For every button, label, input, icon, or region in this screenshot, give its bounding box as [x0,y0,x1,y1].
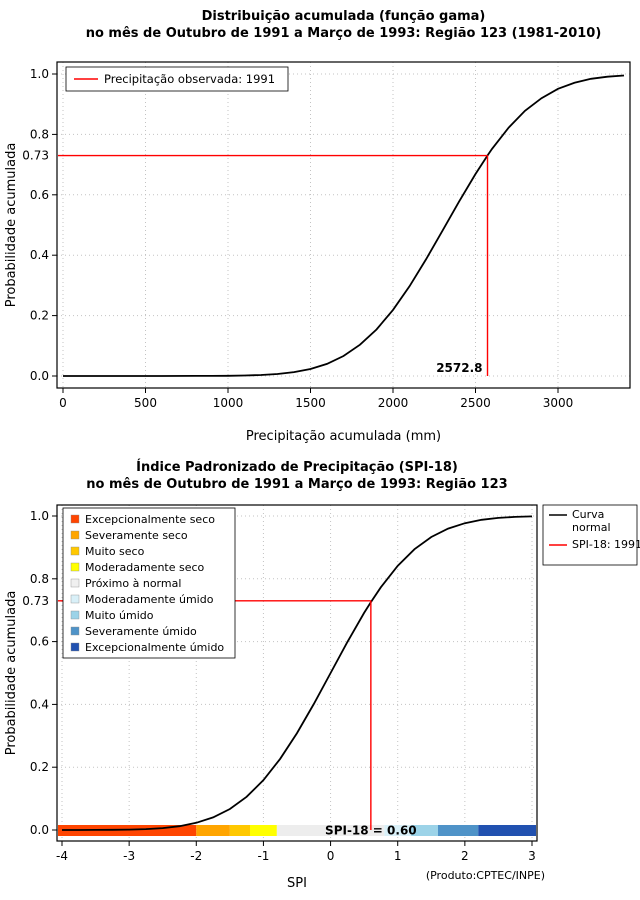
series-legend-label: SPI-18: 1991 [572,538,640,551]
x-tick-label: 2500 [460,396,491,410]
y-axis-label: Probabilidade acumulada [4,143,19,308]
marker-probability-label: 0.73 [22,149,49,163]
category-swatch [70,546,80,556]
category-label: Próximo à normal [85,577,181,590]
spi-category-bar [58,825,536,836]
category-label: Moderadamente úmido [85,593,214,606]
x-tick-label: 3000 [543,396,574,410]
x-tick-label: 1500 [295,396,326,410]
category-swatch [70,514,80,524]
x-tick-label: 0 [59,396,67,410]
y-tick-label: 1.0 [30,67,49,81]
plot-frame [56,504,538,842]
x-tick-label: -2 [190,849,202,863]
category-label: Excepcionalmente seco [85,513,215,526]
marker-probability-label: 0.73 [22,594,49,608]
normal-cdf-curve [62,515,533,831]
category-label: Severamente úmido [85,625,197,638]
category-swatch [70,578,80,588]
x-tick-label: 0 [327,849,335,863]
spi-chart-title-line1: Índice Padronizado de Precipitação (SPI-… [136,460,458,475]
y-tick-label: 1.0 [30,509,49,523]
y-tick-label: 0.4 [30,248,49,262]
gamma-cdf-curve [63,74,625,377]
spi-value-label: SPI-18 = 0.60 [325,824,417,838]
series-legend-label: Curva [572,508,604,521]
spi-category-legend: Excepcionalmente seco Severamente seco Mui… [62,507,236,659]
x-tick-label: 1 [394,849,402,863]
axis-ticks: -4 -3 -2 -1 0 1 2 3 0.0 0.2 0.4 0.6 0.8 1.0 [30,509,536,863]
y-tick-label: 0.6 [30,635,49,649]
x-tick-label: -3 [123,849,135,863]
category-label: Severamente seco [85,529,188,542]
spi-chart-title: Índice Padronizado de Precipitação (SPI-… [57,459,537,493]
y-axis-label: Probabilidade acumulada [4,591,19,756]
marker-precipitation-label: 2572.8 [436,361,482,375]
x-axis-label: SPI [287,876,307,891]
y-tick-label: 0.0 [30,369,49,383]
legend-label: Precipitação observada: 1991 [104,72,275,86]
normal-cdf-plot: -4 -3 -2 -1 0 1 2 3 0.0 0.2 0.4 0.6 0.8 1.0 0.73 SPI-18… [4,504,640,891]
series-legend-label: normal [572,521,611,534]
spi-chart-title-line2: no mês de Outubro de 1991 a Março de 199… [86,477,508,492]
category-swatch [70,626,80,636]
category-label: Excepcionalmente úmido [85,641,224,654]
x-tick-label: -4 [56,849,68,863]
category-label: Muito úmido [85,609,154,622]
y-tick-label: 0.4 [30,697,49,711]
gamma-chart-title-line2: no mês de Outubro de 1991 a Março de 199… [85,26,602,41]
y-tick-label: 0.0 [30,823,49,837]
x-tick-label: 2 [461,849,469,863]
category-swatch [70,610,80,620]
gamma-chart-title: Distribuição acumulada (função gama) no … [57,8,630,42]
category-label: Moderadamente seco [85,561,205,574]
category-label: Muito seco [85,545,145,558]
gamma-cdf-plot: 0 500 1000 1500 2000 2500 3000 0.0 0.2 0.4 0.6 0.8 1… [4,61,631,444]
y-tick-label: 0.2 [30,760,49,774]
category-swatch [70,562,80,572]
x-tick-label: 500 [134,396,157,410]
y-tick-label: 0.8 [30,127,49,141]
category-swatch [70,642,80,652]
x-tick-label: 2000 [378,396,409,410]
product-credit: (Produto:CPTEC/INPE) [425,869,545,882]
y-tick-label: 0.8 [30,572,49,586]
gridlines [57,62,630,388]
x-axis-label: Precipitação acumulada (mm) [246,429,441,444]
category-swatch [70,530,80,540]
legend: Precipitação observada: 1991 [65,66,289,92]
category-swatch [70,594,80,604]
y-tick-label: 0.2 [30,309,49,323]
observed-value-marker: 0.73 2572.8 [22,149,489,376]
x-tick-label: -1 [257,849,269,863]
y-tick-label: 0.6 [30,188,49,202]
gamma-chart-title-line1: Distribuição acumulada (função gama) [201,9,486,24]
plot-frame [56,61,631,389]
axis-ticks: 0 500 1000 1500 2000 2500 3000 0.0 0.2 0.4 0.6 0.8 1… [30,67,573,410]
x-tick-label: 1000 [213,396,244,410]
x-tick-label: 3 [528,849,536,863]
